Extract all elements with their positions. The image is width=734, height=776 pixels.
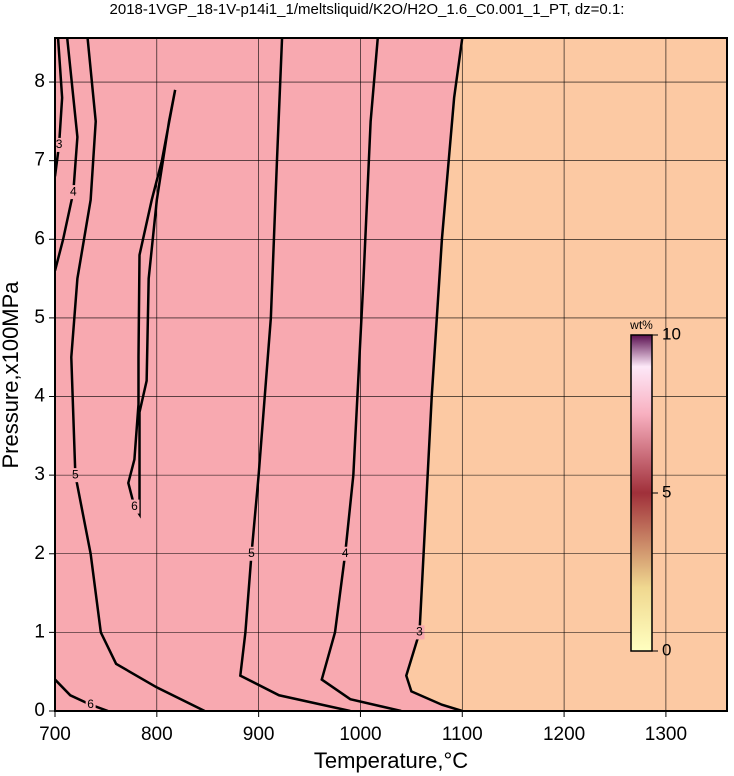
x-axis-label: Temperature,°C [314,748,468,773]
plot-layer: 3 4 5 6 5 4 3 6 [55,38,464,711]
contour-label: 5 [72,467,79,481]
y-tick-label: 1 [34,621,45,642]
colorbar-tick-label: 5 [662,482,671,501]
contour-line [404,38,464,711]
contour-label: 6 [131,499,138,513]
contour-label-bg [55,137,65,152]
colorbar-tick-label: 10 [662,324,681,343]
contour-label: 3 [416,625,423,639]
contour-label: 6 [87,697,94,711]
colorbar-tick-label: 0 [662,640,671,659]
contour-label-bg [129,499,140,514]
y-tick-label: 5 [34,307,45,328]
y-axis-label: Pressure,x100MPa [0,281,23,469]
contour-label: 4 [70,184,77,198]
x-tick-label: 1000 [339,724,381,745]
y-tick-label: 6 [34,228,45,249]
plot-frame [54,37,728,712]
x-tick-label: 1100 [442,724,483,745]
contour-label: 3 [56,137,63,151]
contour-line [55,678,109,711]
chart-title: 2018-1VGP_18-1V-p14i1_1/meltsliquid/K2O/… [110,1,625,18]
colorbar [630,334,653,652]
x-tick-label: 800 [141,724,173,745]
contour-label: 5 [248,546,255,560]
y-tick-label: 8 [34,71,45,92]
y-tick-label: 7 [34,150,45,171]
contour-label-bg [85,697,96,711]
contour-label-bg [68,185,79,200]
x-tick-label: 700 [39,724,71,745]
colorbar-label: wt% [629,318,653,332]
contour-label: 4 [342,546,349,560]
x-tick-label: 1300 [645,724,687,745]
y-tick-label: 4 [34,386,45,407]
y-tick-label: 2 [34,543,45,564]
x-tick-label: 1200 [543,724,585,745]
x-tick-label: 900 [243,724,275,745]
y-tick-label: 0 [34,700,45,721]
y-tick-label: 3 [34,464,45,485]
